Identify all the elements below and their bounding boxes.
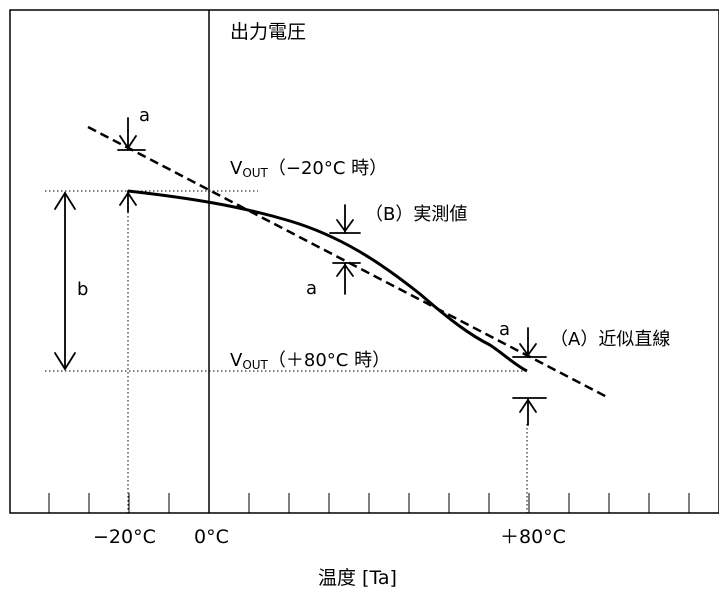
label-approximation: （A）近似直線 (550, 329, 670, 350)
label-a-top: a (139, 105, 150, 126)
label-a-mid: a (306, 278, 317, 299)
vout-symbol: V (230, 350, 243, 371)
measured-curve (127, 189, 528, 373)
dimension-marks (54, 117, 547, 426)
a-dim-arrowhead (519, 343, 537, 357)
x-axis-label: 温度 [Ta] (318, 567, 397, 589)
a-dim-arrowhead (519, 398, 537, 413)
label-vout-plus80: VOUT（＋80°C 時） (230, 350, 390, 372)
vout-subscript: OUT (242, 358, 268, 372)
guide-lines (45, 190, 528, 513)
b-dim-arrowhead (54, 191, 76, 210)
a-dim-arrowhead (119, 191, 137, 206)
y-axis-label: 出力電圧 (230, 21, 306, 43)
label-b: b (77, 279, 88, 300)
tick-label-plus80: ＋80°C (500, 526, 566, 548)
vout-subscript: OUT (242, 166, 268, 180)
label-vout-minus20: VOUT（−20°C 時） (230, 158, 387, 180)
vout-condition: （＋80°C 時） (268, 350, 390, 371)
a-dim-arrowhead (119, 135, 137, 150)
a-dim-arrowhead (336, 263, 354, 277)
tick-label-minus20: −20°C (93, 526, 156, 548)
a-dim-arrowhead (336, 219, 354, 233)
label-measured: （B）実測値 (365, 204, 467, 225)
x-axis-ticks (48, 493, 690, 513)
label-a-right: a (499, 319, 510, 340)
vout-symbol: V (230, 158, 243, 179)
plot-frame (9, 9, 719, 514)
vout-condition: （−20°C 時） (268, 158, 387, 179)
b-dim-arrowhead (54, 352, 76, 371)
tick-label-zero: 0°C (194, 526, 229, 548)
